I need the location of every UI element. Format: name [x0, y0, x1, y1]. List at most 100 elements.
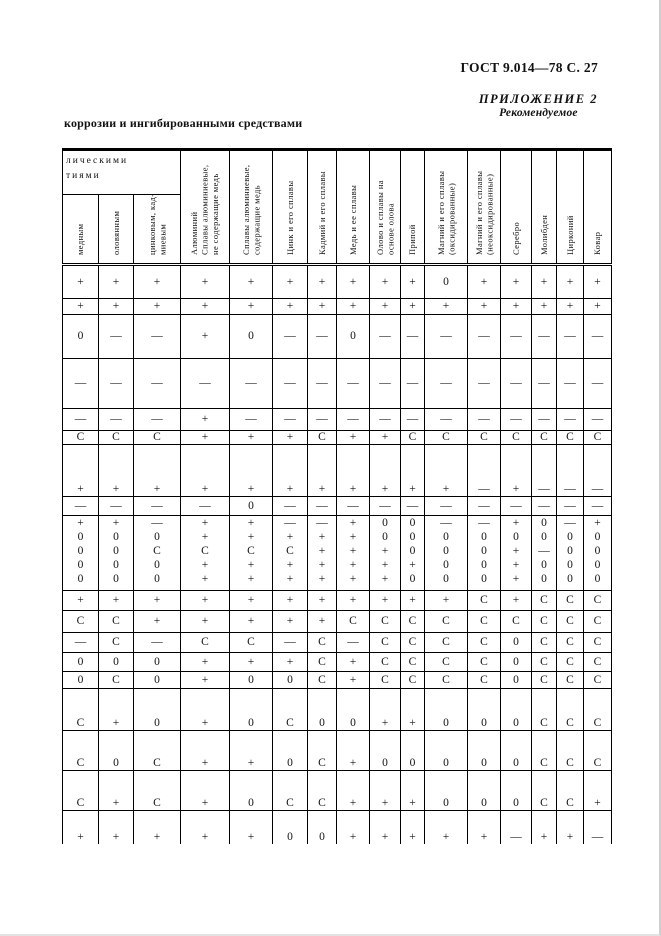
table-cell: 0 [272, 671, 308, 689]
table-cell-line: 0 [77, 573, 84, 585]
table-cell: — [62, 632, 99, 653]
table-cell: 0 [500, 671, 532, 689]
table-cell-line: + [349, 517, 357, 529]
table-cell: + [336, 444, 370, 497]
table-cell: 0 [307, 688, 337, 731]
table-cell: — [583, 358, 612, 409]
table-cell: + + С + + [180, 515, 230, 591]
table-cell: — [272, 496, 308, 516]
table-cell: — 0 0 0 0 [467, 515, 501, 591]
table-cell-line: 0 [443, 559, 449, 571]
table-cell: С [272, 688, 308, 731]
table-cell: + [229, 590, 273, 611]
table-cell: — [307, 496, 337, 516]
table-cell: + [369, 444, 401, 497]
table-cell: С [583, 632, 612, 653]
table-cell-line: 0 [513, 531, 519, 543]
table-cell: + [180, 610, 230, 633]
table-cell-line: + [112, 517, 120, 529]
table-cell-line: 0 [382, 531, 388, 543]
table-cell: 0 [133, 688, 181, 731]
column-header: Медь и ее сплавы [336, 148, 370, 266]
table-cell: С [424, 610, 468, 633]
table-cell: + [180, 298, 230, 315]
table-cell: — [556, 444, 584, 497]
table-cell: + [400, 590, 425, 611]
table-cell-line: — [564, 517, 576, 529]
table-cell: — [180, 496, 230, 516]
table-cell: С [307, 652, 337, 672]
table-cell: + [98, 298, 134, 315]
table-cell: + [98, 264, 134, 299]
column-header: Ковар [583, 148, 612, 266]
table-cell: 0 [467, 688, 501, 731]
table-cell: С [467, 632, 501, 653]
table-cell: + [583, 770, 612, 811]
table-cell-line: 0 [382, 517, 388, 529]
table-cell: С [556, 610, 584, 633]
table-cell-line: — [316, 517, 328, 529]
table-cell: + [369, 298, 401, 315]
table-cell: + [400, 810, 425, 844]
table-cell: 0 [62, 652, 99, 672]
table-row: С С С + + + С + + С С С С С С С [62, 430, 612, 445]
table-cell: — [467, 496, 501, 516]
table-cell-line: 0 [481, 559, 487, 571]
table-cell: + [180, 444, 230, 497]
table-cell: — [531, 408, 557, 431]
table-cell-line: + [512, 573, 520, 585]
table-cell: С [62, 730, 99, 771]
table-cell-line: 0 [594, 559, 601, 571]
table-cell: 0 [500, 688, 532, 731]
table-cell: С [467, 430, 501, 445]
table-row: + + + + + + + + + + + — + — — — [62, 444, 612, 497]
table-cell: + [229, 652, 273, 672]
table-cell: — [180, 358, 230, 409]
table-cell: + [98, 810, 134, 844]
table-row: +0 0 0 0 +0 0 0 0—0 С 0 0 + + С + + + + С + + — + С + + — + + + + + + + + +… [62, 515, 612, 591]
table-cell: + [62, 264, 99, 299]
table-cell: 0 [272, 730, 308, 771]
table-cell: С [556, 652, 584, 672]
table-cell: + [400, 264, 425, 299]
table-cell: С [369, 671, 401, 689]
table-cell: 0 [336, 688, 370, 731]
table-cell: + [133, 810, 181, 844]
table-cell: 0 [229, 671, 273, 689]
table-cell: 0 0 0 +0 [400, 515, 425, 591]
table-cell-line: С [247, 545, 255, 557]
appendix-heading: ПРИЛОЖЕНИЕ 2 Рекомендуемое [479, 92, 598, 120]
table-cell: — [500, 358, 532, 409]
table-cell: + [531, 810, 557, 844]
table-cell-line: + [512, 559, 520, 571]
table-cell: + [180, 430, 230, 445]
table-cell: — [531, 314, 557, 359]
table-cell: — [272, 314, 308, 359]
table-cell: — 0 С 0 0 [133, 515, 181, 591]
table-cell-line: 0 [409, 517, 416, 529]
table-cell: — [400, 496, 425, 516]
table-cell-line: + [201, 559, 209, 571]
table-cell: 0 [467, 770, 501, 811]
table-cell-line: 0 [77, 559, 84, 571]
table-cell: + [336, 264, 370, 299]
table-cell-line: С [286, 545, 294, 557]
table-cell: — + С + + [272, 515, 308, 591]
table-row: С С + + + + + С С С С С С С С С [62, 610, 612, 633]
table-cell-line: — [440, 517, 452, 529]
intro-text: коррозии и ингибированными средствами [64, 116, 303, 130]
table-cell-line: + [247, 531, 255, 543]
table-cell-line: 0 [113, 545, 119, 557]
table-cell: + [98, 590, 134, 611]
table-cell: С [583, 671, 612, 689]
table-cell: + [229, 610, 273, 633]
table-cell: — [272, 408, 308, 431]
table-cell: — [424, 496, 468, 516]
table-cell-line: 0 [154, 573, 160, 585]
table-cell: — [583, 496, 612, 516]
table-cell: — [98, 496, 134, 516]
table-cell: 0 [369, 730, 401, 771]
table-cell: С [229, 632, 273, 653]
table-cell: С [98, 632, 134, 653]
